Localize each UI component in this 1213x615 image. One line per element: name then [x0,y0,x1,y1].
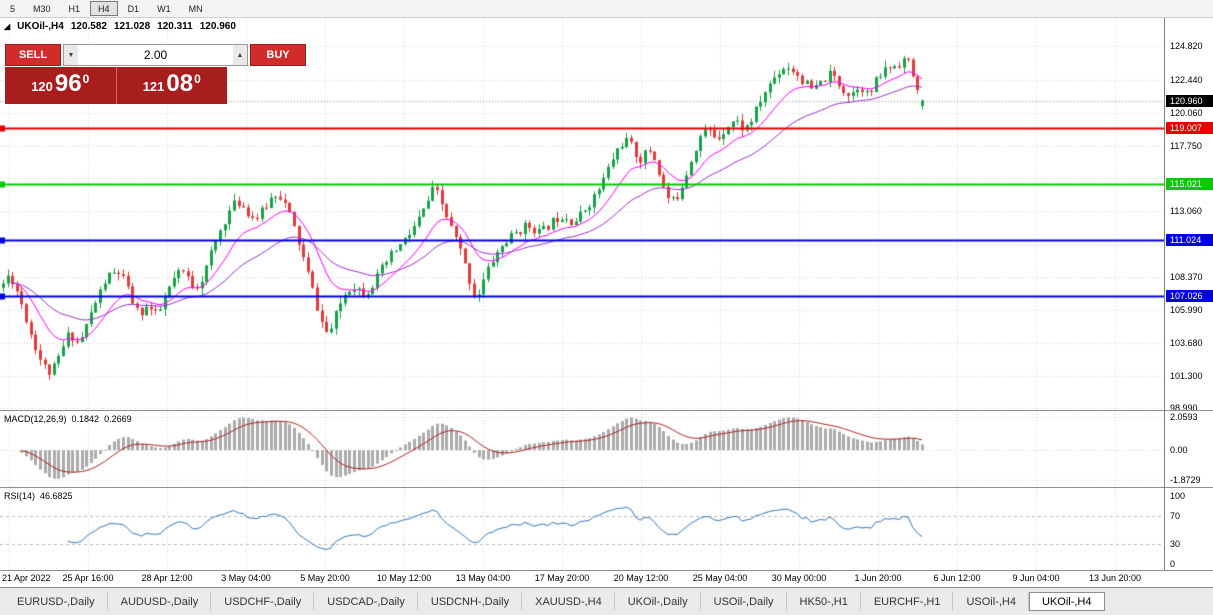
buy-price-pips: 08 [166,70,194,97]
macd-name: MACD(12,26,9) [4,414,67,424]
symbol-tab-USDCNH-Daily[interactable]: USDCNH-,Daily [418,592,523,611]
price-axis-label: 101.300 [1170,371,1203,382]
time-axis-label: 6 Jun 12:00 [933,573,981,583]
price-axis-label: 98.990 [1170,403,1198,414]
price-axis-label: 124.820 [1170,41,1203,52]
time-axis-label: 3 May 04:00 [221,573,271,583]
ohlc-close: 120.960 [199,21,236,32]
sell-price-main: 120 [31,79,53,94]
symbol-tab-XAUUSD-H4[interactable]: XAUUSD-,H4 [522,592,615,611]
time-axis-label: 20 May 12:00 [613,573,669,583]
macd-value-2: 0.2669 [104,414,132,424]
symbol-tab-AUDUSD-Daily[interactable]: AUDUSD-,Daily [108,592,212,611]
price-tag-115.021: 115.021 [1166,177,1213,190]
macd-rsi-separator[interactable] [0,487,1213,488]
sell-price-display: 120 96 0 [5,67,117,104]
symbol-tab-bar: EURUSD-,Daily AUDUSD-,Daily USDCHF-,Daily U… [0,588,1213,615]
macd-label: MACD(12,26,9) 0.1842 0.2669 [4,414,137,424]
price-axis-label: 108.370 [1170,271,1203,282]
timeframe-button-H4[interactable]: H4 [90,1,118,16]
price-tag-120.960: 120.960 [1166,94,1213,107]
time-axis-label: 30 May 00:00 [771,573,827,583]
macd-axis-label: 0.00 [1170,445,1188,456]
timeframe-button-H1[interactable]: H1 [68,4,81,14]
macd-axis-label: -1.8729 [1170,475,1201,486]
price-axis-label: 122.440 [1170,74,1203,85]
symbol-tab-USOil-Daily[interactable]: USOil-,Daily [701,592,787,611]
macd-value-1: 0.1842 [71,414,100,424]
ohlc-low: 120.311 [157,21,193,32]
sell-price-sup: 0 [82,72,90,86]
volume-up-icon[interactable]: ▲ [233,45,247,65]
buy-price-sup: 0 [194,72,201,86]
macd-axis-label: 2.0593 [1170,412,1198,423]
symbol-tab-USDCHF-Daily[interactable]: USDCHF-,Daily [211,592,315,611]
symbol-tab-EURCHF-H1[interactable]: EURCHF-,H1 [861,592,954,611]
price-tag-119.007: 119.007 [1166,121,1213,134]
time-axis[interactable]: 21 Apr 2022 25 Apr 16:00 28 Apr 12:00 3 May… [0,571,1213,587]
symbol-tab-USDCAD-Daily[interactable]: USDCAD-,Daily [314,592,418,611]
time-axis-label: 25 Apr 16:00 [62,573,114,583]
price-tag-111.024: 111.024 [1166,233,1213,246]
time-axis-label: 21 Apr 2022 [2,573,51,583]
time-axis-label: 9 Jun 04:00 [1012,573,1060,583]
time-axis-label: 17 May 20:00 [534,573,590,583]
time-axis-label: 5 May 20:00 [300,573,350,583]
volume-stepper: ▼ ▲ [63,44,248,66]
time-axis-label: 10 May 12:00 [376,573,432,583]
symbol-period-label: UKOil-,H4 [17,21,64,32]
rsi-value: 46.6825 [40,491,73,501]
time-axis-label: 13 Jun 20:00 [1088,573,1142,583]
rsi-name: RSI(14) [4,491,36,501]
timeframe-button-M30[interactable]: M30 [33,4,51,14]
sell-button[interactable]: SELL [5,44,61,66]
rsi-indicator-canvas[interactable] [0,488,1164,570]
symbol-tab-UKOil-Daily[interactable]: UKOil-,Daily [615,592,701,611]
symbol-tab-HK50-H1[interactable]: HK50-,H1 [787,592,861,611]
time-axis-label: 13 May 04:00 [455,573,511,583]
rsi-label: RSI(14) 46.6825 [4,491,78,501]
timeframe-button-W1[interactable]: W1 [157,4,171,14]
chart-macd-separator[interactable] [0,410,1213,411]
timeframe-toolbar: 5 M30 H1 H4 D1 W1 MN [0,0,1213,18]
timeframe-button-D1[interactable]: D1 [127,4,140,14]
price-axis-label: 103.680 [1170,337,1203,348]
macd-indicator-canvas[interactable] [0,411,1164,487]
rsi-axis-label: 100 [1170,491,1186,501]
time-axis-label: 25 May 04:00 [692,573,748,583]
price-axis-label: 113.060 [1170,206,1202,217]
time-axis-label: 28 Apr 12:00 [141,573,193,583]
sell-price-pips: 96 [54,70,82,97]
price-axis-label: 120.060 [1170,108,1203,119]
buy-price-main: 121 [142,79,165,94]
time-axis-label: 1 Jun 20:00 [854,573,902,583]
symbol-tab-EURUSD-Daily[interactable]: EURUSD-,Daily [4,592,108,611]
ohlc-high: 121.028 [113,21,151,32]
buy-price-display: 121 08 0 [117,67,228,104]
tabbar-separator [0,587,1213,588]
buy-button[interactable]: BUY [250,44,306,66]
price-axis[interactable]: 124.820 122.440 120.060 117.750 113.060 108.3… [1164,18,1213,570]
ohlc-open: 120.582 [70,21,107,32]
timeframe-button-5[interactable]: 5 [10,4,16,14]
price-axis-label: 105.990 [1170,305,1203,316]
ohlc-header: ◢ UKOil-,H4 120.582 121.028 120.311 120.… [4,21,236,32]
timeframe-button-MN[interactable]: MN [188,4,203,14]
volume-down-icon[interactable]: ▼ [64,45,78,65]
volume-input[interactable] [78,45,233,65]
chart-marker-icon: ◢ [4,22,11,31]
rsi-axis-label: 30 [1170,538,1181,549]
rsi-axis-label: 70 [1170,511,1181,522]
symbol-tab-UKOil-H4[interactable]: UKOil-,H4 [1028,592,1105,611]
symbol-tab-USOil-H4[interactable]: USOil-,H4 [953,592,1029,611]
price-tag-107.026: 107.026 [1166,289,1213,302]
rsi-axis-label: 0 [1170,559,1176,569]
rsi-timeaxis-separator [0,570,1213,571]
price-axis-label: 117.750 [1170,140,1202,151]
